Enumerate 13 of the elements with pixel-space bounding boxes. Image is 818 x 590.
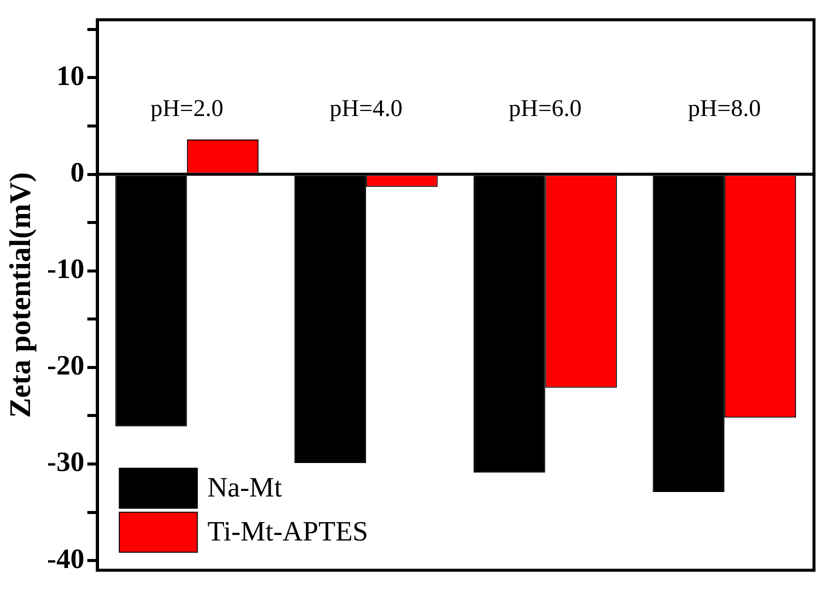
x-tick-label: pH=6.0 (508, 96, 582, 122)
legend-label: Ti-Mt-APTES (207, 516, 368, 548)
x-tick-label: pH=4.0 (330, 96, 403, 122)
y-tick-label: 0 (70, 158, 84, 189)
legend-label: Na-Mt (207, 472, 282, 504)
y-tick-label: 10 (56, 60, 84, 92)
y-tick-label: -40 (46, 544, 84, 575)
y-tick-label: -20 (46, 350, 84, 382)
x-tick-label: pH=8.0 (688, 96, 761, 122)
y-tick-label: -10 (46, 254, 84, 286)
y-axis-title: Zeta potential(mV) (4, 172, 37, 418)
y-tick-label: -30 (46, 447, 84, 478)
x-tick-label: pH=2.0 (150, 96, 224, 122)
